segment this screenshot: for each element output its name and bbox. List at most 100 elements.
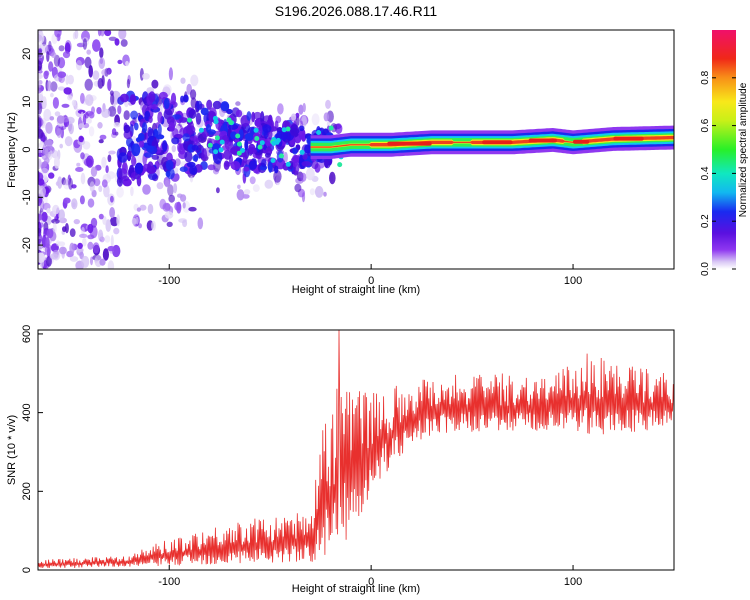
y-tick-label: 0 [21,146,33,152]
signal-blob [139,140,145,148]
spectrogram-marks [38,30,674,269]
signal-blob [262,124,272,133]
noise-blob [52,204,60,215]
noise-blob [89,181,95,193]
noise-blob [326,110,334,123]
ridge-peak-segment [573,139,590,144]
noise-blob [174,202,182,211]
noise-blob [38,32,45,44]
noise-blob [49,116,55,121]
noise-blob [94,258,98,263]
noise-blob [102,248,109,261]
noise-blob [82,38,88,50]
noise-blob [50,81,58,92]
noise-blob [197,217,204,230]
noise-blob [58,246,67,255]
noise-blob [38,80,43,85]
signal-highlight [214,135,220,141]
snr-series-line [38,330,674,568]
noise-blob [62,51,71,59]
noise-blob [171,145,176,153]
noise-blob [86,49,91,55]
noise-blob [98,213,104,220]
signal-blob [201,148,208,162]
noise-blob [78,123,85,129]
noise-blob [80,92,85,104]
noise-blob [323,112,329,122]
noise-blob [90,256,93,266]
noise-blob [53,54,61,67]
noise-blob [151,220,156,231]
noise-blob [104,67,109,77]
signal-blob [191,144,199,151]
snr-xlabel: Height of straight line (km) [292,583,420,595]
noise-blob [64,42,71,54]
noise-blob [50,92,54,98]
noise-blob [82,237,87,247]
noise-blob [84,56,92,69]
signal-blob [130,172,136,182]
x-tick-label: 100 [564,275,582,287]
signal-blob [158,91,168,100]
signal-blob [253,111,262,120]
signal-blob [147,128,155,140]
noise-blob [76,162,81,167]
signal-blob [292,147,298,155]
signal-highlight [285,161,291,167]
noise-blob [126,78,130,89]
noise-blob [42,142,49,155]
noise-blob [64,136,73,147]
noise-blob [130,186,134,197]
signal-blob [192,154,198,162]
noise-blob [81,255,90,268]
signal-highlight [299,149,305,155]
noise-blob [147,203,154,215]
noise-blob [47,138,53,151]
noise-blob [109,90,114,96]
noise-blob [44,157,50,164]
noise-blob [162,84,172,95]
signal-blob [147,161,154,174]
signal-blob [141,122,148,134]
noise-blob [138,223,143,229]
signal-highlight [259,140,265,146]
noise-blob [243,189,251,195]
snr-marks [38,330,674,568]
noise-blob [79,233,88,238]
noise-blob [98,185,103,193]
figure-title: S196.2026.088.17.46.R11 [275,3,438,19]
signal-highlight [285,126,291,132]
noise-blob [39,161,47,168]
noise-blob [314,186,324,198]
noise-blob [88,126,95,137]
noise-blob [182,219,188,228]
noise-blob [42,96,47,109]
noise-blob [62,226,67,233]
noise-blob [99,134,107,140]
noise-blob [80,152,85,160]
ridge-peak-segment [482,140,513,145]
noise-blob [84,78,93,91]
noise-blob [38,213,43,221]
signal-blob [220,101,230,112]
x-tick-label: -100 [158,576,180,588]
noise-blob [174,158,181,167]
signal-blob [178,117,188,123]
noise-blob [139,204,147,211]
signal-blob [244,139,249,151]
signal-blob [151,154,160,160]
noise-blob [87,234,95,240]
colorbar-tick-label: 0.6 [700,118,711,132]
noise-blob [164,211,174,219]
noise-blob [135,216,139,225]
noise-blob [182,202,186,209]
noise-blob [81,226,85,236]
y-tick-label: 600 [21,325,33,343]
noise-blob [136,207,141,212]
signal-blob [131,143,141,157]
noise-blob [73,219,81,225]
signal-blob [226,108,233,115]
noise-blob [188,206,197,212]
